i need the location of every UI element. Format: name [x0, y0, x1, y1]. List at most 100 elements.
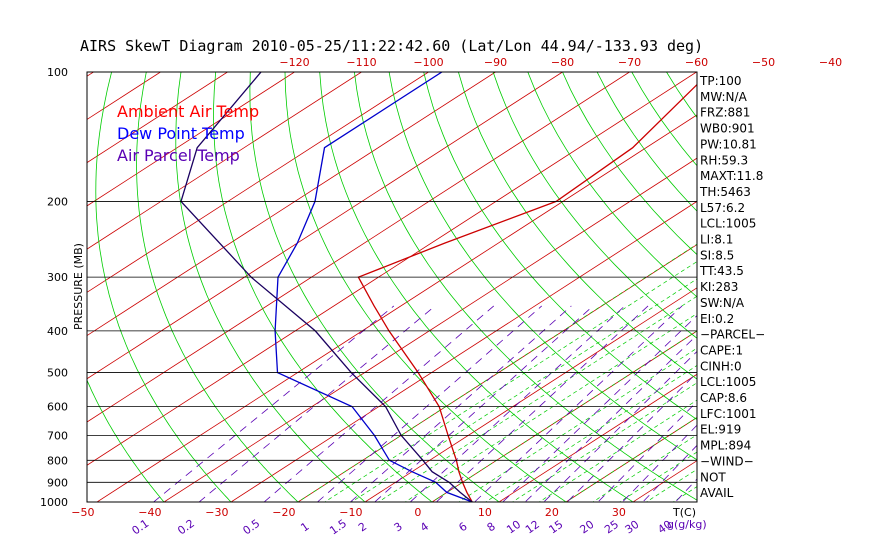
dry-adiabat-line — [840, 72, 870, 511]
top-temperature-label: −120 — [279, 56, 309, 69]
bottom-temperature-label: 30 — [612, 506, 626, 519]
mixing-ratio-label: 1.5 — [327, 517, 349, 538]
pressure-tick-label: 900 — [47, 476, 68, 489]
top-temperature-label: −40 — [819, 56, 842, 69]
dry-adiabat-line — [249, 72, 500, 502]
isotherm-line — [230, 200, 697, 502]
x-axis-label: T(C) — [672, 506, 696, 519]
bottom-temperature-label: −50 — [71, 506, 94, 519]
mixing-ratio-label: 2 — [356, 520, 369, 535]
mixing-ratio-line — [597, 400, 697, 502]
mixing-ratio-line — [642, 444, 697, 502]
top-temperature-label: −70 — [618, 56, 641, 69]
dry-adiabat-line — [771, 72, 870, 511]
mixing-ratio-label: 8 — [485, 520, 498, 535]
moist-adiabat-line — [511, 382, 697, 502]
dry-adiabat-line — [95, 72, 232, 502]
chart-title: AIRS SkewT Diagram 2010-05-25/11:22:42.6… — [80, 37, 703, 55]
moist-adiabat-line — [645, 468, 697, 502]
moist-adiabat-line — [297, 243, 697, 502]
dry-adiabat-line — [354, 72, 697, 501]
mixing-ratio-label: 10 — [504, 518, 523, 537]
pressure-tick-label: 200 — [47, 195, 68, 208]
dry-adiabat-line — [136, 72, 299, 502]
isotherm-line — [87, 72, 563, 380]
index-entry: PW:10.81 — [700, 137, 757, 151]
isotherm-line — [87, 72, 228, 164]
isotherm-line — [753, 72, 870, 511]
index-entry: KI:283 — [700, 280, 738, 294]
index-entry: CAP:8.6 — [700, 391, 747, 405]
mixing-ratio-line — [198, 305, 436, 502]
isotherm-line — [431, 330, 697, 502]
pressure-tick-label: 700 — [47, 429, 68, 442]
top-temperature-label: −100 — [413, 56, 443, 69]
top-temperature-label: −60 — [685, 56, 708, 69]
bottom-temperature-label: −30 — [205, 506, 228, 519]
index-entry: TT:43.5 — [699, 264, 744, 278]
mixing-ratio-label: 0.2 — [175, 517, 197, 538]
mixing-ratio-line — [543, 350, 697, 502]
pressure-tick-label: 300 — [47, 271, 68, 284]
mixing-ratio-label: 0.1 — [130, 517, 152, 538]
index-entry: L57:6.2 — [700, 201, 745, 215]
index-entry: MPL:894 — [700, 439, 751, 453]
isotherm-line — [163, 157, 697, 502]
pressure-tick-label: 800 — [47, 454, 68, 467]
bottom-temperature-label: −10 — [339, 506, 362, 519]
isotherm-line — [87, 72, 630, 423]
mixing-ratio-label: 3 — [392, 520, 405, 535]
index-entry: FRZ:881 — [700, 106, 750, 120]
moist-adiabat-line — [565, 416, 697, 502]
top-temperature-label: −90 — [484, 56, 507, 69]
dry-adiabat-line — [388, 72, 697, 461]
index-entry: NOT — [700, 470, 726, 484]
index-entry: WB0:901 — [700, 122, 755, 136]
index-entry: CAPE:1 — [700, 343, 743, 357]
top-temperature-label: −80 — [551, 56, 574, 69]
mixing-ratio-line — [374, 305, 594, 502]
dry-adiabat-line — [87, 379, 165, 502]
mixing-ratio-line — [435, 305, 649, 502]
isotherm-line — [87, 72, 496, 337]
mixing-ratio-label: 25 — [602, 518, 621, 537]
bottom-temperature-label: −40 — [138, 506, 161, 519]
mixing-ratio-label: 20 — [578, 518, 597, 537]
index-entry: LCL:1005 — [700, 375, 756, 389]
isotherm-line — [87, 72, 429, 293]
mixing-ratio-line — [502, 314, 697, 502]
moist-adiabat-line — [592, 434, 697, 502]
mixing-ratio-label: 6 — [456, 520, 469, 535]
mixing-ratio-labels: 0.1 0.2 0.5 1 1.5 2 3 4 6 8 10 12 15 20 25 30 40 — [130, 517, 675, 538]
index-entry: EL:919 — [700, 423, 741, 437]
dry-adiabat-line — [284, 72, 567, 502]
series-line — [274, 72, 473, 502]
mixing-ratio-label: 4 — [418, 520, 431, 535]
top-temperature-label: −110 — [346, 56, 376, 69]
mixing-ratio-label: 30 — [623, 518, 642, 537]
moist-adiabat-line — [377, 295, 697, 502]
plot-frame — [86, 71, 698, 503]
y-axis-label: PRESSURE (MB) — [72, 243, 85, 330]
bottom-temperature-label: −20 — [272, 506, 295, 519]
mixing-ratio-line — [474, 305, 683, 502]
isotherm-line — [820, 72, 870, 511]
dry-adiabat-line — [213, 72, 433, 502]
index-entry: SW:N/A — [700, 296, 745, 310]
pressure-tick-label: 100 — [47, 66, 68, 79]
top-temperature-label: −50 — [752, 56, 775, 69]
index-entry: SI:8.5 — [700, 248, 734, 262]
dry-adiabat-line — [458, 72, 697, 380]
series-line — [357, 83, 697, 502]
pressure-tick-label: 1000 — [40, 496, 68, 509]
mixing-ratio-line — [152, 305, 395, 502]
index-entry: MW:N/A — [700, 90, 748, 104]
mixing-ratio-line — [524, 334, 697, 502]
moist-adiabat-line — [350, 278, 697, 502]
moist-adiabat-line — [431, 330, 697, 502]
isotherm-line — [87, 72, 362, 250]
isotherm-line — [498, 373, 697, 502]
dry-adiabat-line — [175, 72, 366, 502]
